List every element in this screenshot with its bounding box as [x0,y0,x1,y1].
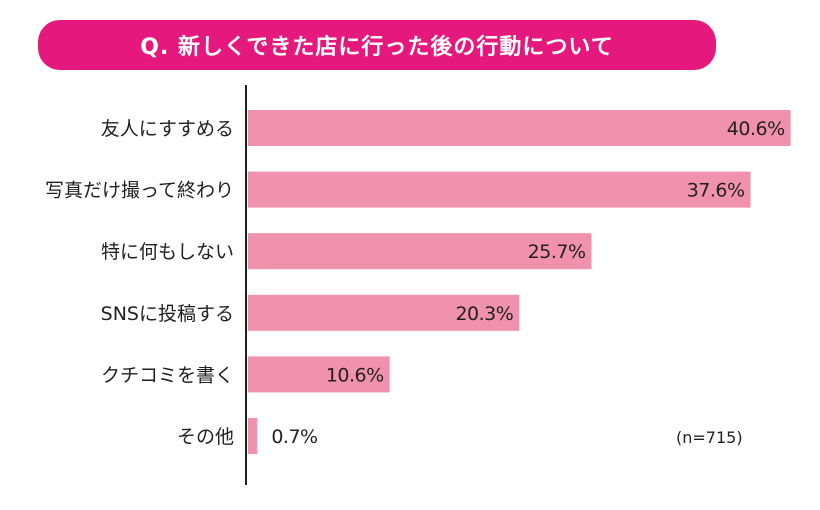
category-label-4: クチコミを書く [101,364,234,386]
bar-4 [248,356,390,393]
title-banner: Q. 新しくできた店に行った後の行動について [38,20,716,70]
category-label-0: 友人にすすめる [101,118,234,140]
chart-title: Q. 新しくできた店に行った後の行動について [140,35,614,60]
bar-5 [248,418,258,454]
value-label-2: 25.7% [528,241,586,263]
category-label-3: SNSに投稿する [101,303,234,325]
value-label-3: 20.3% [455,303,513,325]
sample-size-note: (n=715) [676,428,743,447]
bar-1 [248,171,751,208]
value-label-1: 37.6% [687,180,745,202]
bar-3 [248,294,520,331]
value-label-5: 0.7% [271,426,317,448]
category-label-1: 写真だけ撮って終わり [45,180,234,202]
bar-2 [248,233,592,270]
bars-group: 友人にすすめる 40.6% 写真だけ撮って終わり 37.6% 特に何もしない 25.7% S… [45,110,791,454]
category-label-5: その他 [177,426,234,448]
bar-0 [248,110,791,146]
value-label-4: 10.6% [326,364,384,386]
category-label-2: 特に何もしない [101,241,234,263]
value-label-0: 40.6% [727,118,785,140]
